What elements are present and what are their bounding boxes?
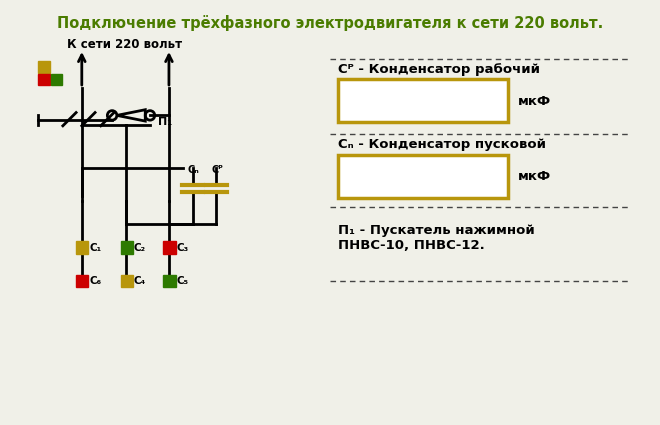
Text: Сᴾ - Конденсатор рабочий: Сᴾ - Конденсатор рабочий bbox=[337, 63, 540, 76]
Bar bbox=[121, 275, 133, 287]
Bar bbox=[121, 241, 133, 254]
Text: Сₙ: Сₙ bbox=[187, 165, 199, 175]
Text: C₂: C₂ bbox=[134, 243, 146, 253]
Text: мкФ: мкФ bbox=[517, 95, 550, 108]
Text: К сети 220 вольт: К сети 220 вольт bbox=[67, 38, 182, 51]
Text: Сₙ - Конденсатор пусковой: Сₙ - Конденсатор пусковой bbox=[337, 138, 546, 151]
Bar bbox=[76, 275, 88, 287]
Bar bbox=[76, 241, 88, 254]
Text: C₁: C₁ bbox=[89, 243, 102, 253]
Text: C₄: C₄ bbox=[134, 276, 146, 286]
Text: Подключение трёхфазного электродвигателя к сети 220 вольт.: Подключение трёхфазного электродвигателя… bbox=[57, 14, 603, 31]
Text: мкФ: мкФ bbox=[517, 170, 550, 184]
Text: П₁: П₁ bbox=[158, 117, 172, 127]
Bar bbox=[163, 241, 176, 254]
Text: П₁ - Пускатель нажимной
ПНВС-10, ПНВС-12.: П₁ - Пускатель нажимной ПНВС-10, ПНВС-12… bbox=[337, 224, 535, 252]
Bar bbox=[163, 275, 176, 287]
Bar bbox=[38, 74, 50, 85]
Text: Сᴾ: Сᴾ bbox=[211, 165, 223, 175]
Text: C₃: C₃ bbox=[176, 243, 189, 253]
Bar bbox=[337, 79, 508, 122]
Text: C₅: C₅ bbox=[176, 276, 189, 286]
Bar bbox=[51, 74, 62, 85]
Bar bbox=[337, 155, 508, 198]
Bar bbox=[38, 61, 50, 73]
Text: C₆: C₆ bbox=[89, 276, 102, 286]
